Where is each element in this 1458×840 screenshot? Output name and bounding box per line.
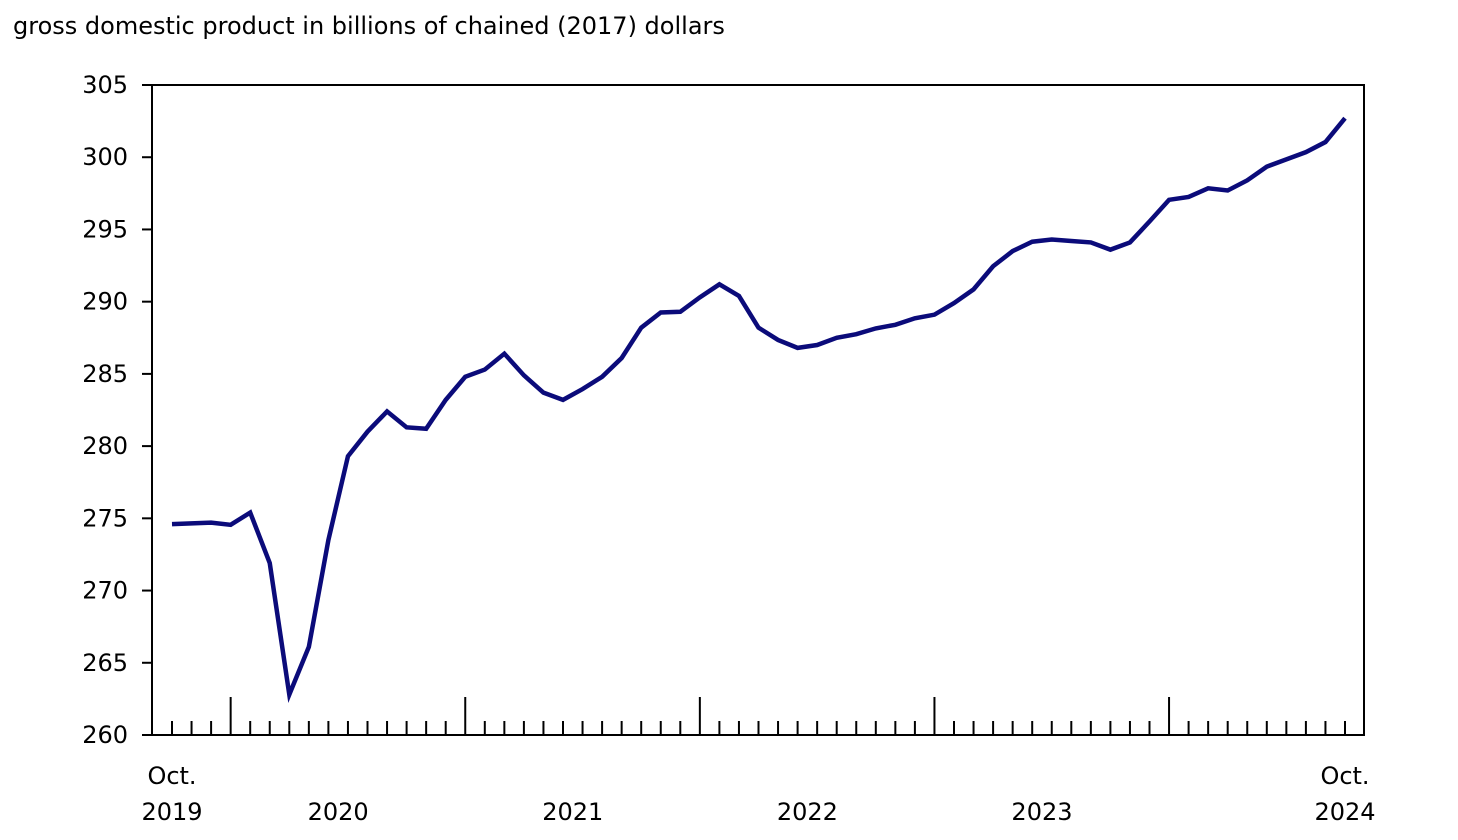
y-tick-label: 290 <box>82 288 128 316</box>
x-tick-label: 2021 <box>542 798 603 826</box>
y-tick-label: 305 <box>82 71 128 99</box>
x-tick-label: 2023 <box>1011 798 1072 826</box>
y-tick-label: 275 <box>82 504 128 532</box>
x-tick-label: 2020 <box>308 798 369 826</box>
x-tick-label: Oct. <box>147 762 196 790</box>
y-tick-label: 300 <box>82 143 128 171</box>
series-layer <box>172 118 1345 695</box>
x-tick-label: 2022 <box>777 798 838 826</box>
plot-area-frame <box>152 85 1364 735</box>
y-axis: 260 265 270 275 280 285 290 295 300 305 <box>82 71 152 749</box>
y-tick-label: 270 <box>82 577 128 605</box>
x-axis-labels: Oct. 2019 2020 2021 2022 2023 Oct. 2024 <box>141 762 1375 826</box>
x-tick-label: 2019 <box>141 798 202 826</box>
y-tick-label: 260 <box>82 721 128 749</box>
x-tick-label: 2024 <box>1314 798 1375 826</box>
x-axis-ticks <box>172 697 1345 735</box>
x-tick-label: Oct. <box>1320 762 1369 790</box>
y-tick-label: 280 <box>82 432 128 460</box>
y-tick-label: 285 <box>82 360 128 388</box>
chart-title: gross domestic product in billions of ch… <box>13 12 725 40</box>
y-tick-label: 295 <box>82 215 128 243</box>
series-line <box>172 118 1345 694</box>
y-tick-label: 265 <box>82 649 128 677</box>
